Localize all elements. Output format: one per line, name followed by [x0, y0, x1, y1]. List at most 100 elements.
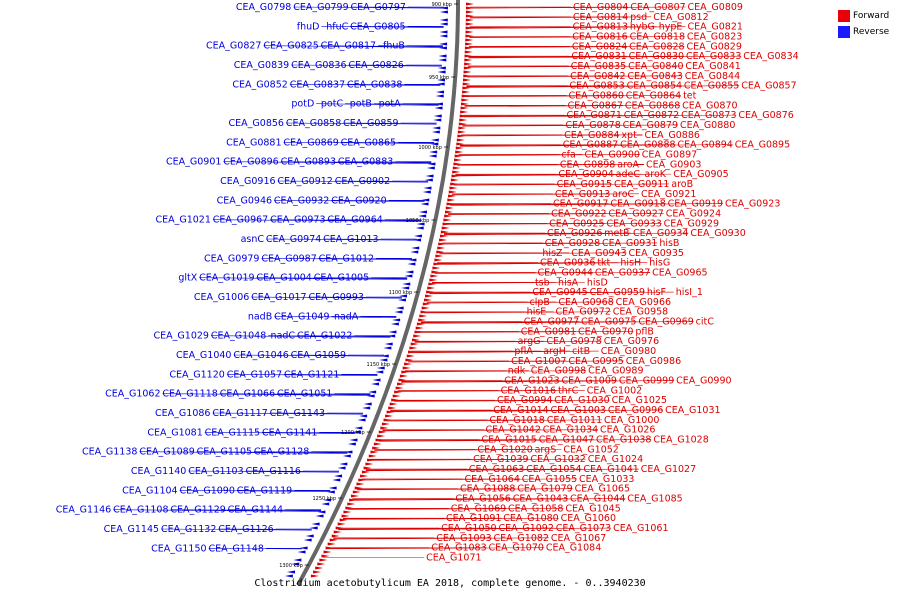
forward-gene-glyph: [383, 418, 392, 422]
guide-line: [408, 360, 624, 363]
forward-gene-glyph: [319, 558, 328, 562]
guide-line: [439, 252, 627, 255]
tick-label: 1200 kbp: [341, 430, 365, 436]
forward-gene-label: CEA_G1020: [477, 444, 532, 455]
guide-line: [266, 238, 417, 241]
forward-gene-glyph: [433, 262, 442, 266]
guide-line: [338, 527, 612, 531]
reverse-gene-label: CEA_G1013: [323, 234, 378, 245]
guide-line: [365, 468, 639, 472]
guide-line: [414, 340, 545, 343]
forward-gene-glyph: [460, 106, 469, 110]
guide-line: [318, 258, 413, 260]
reverse-gene-glyph: [354, 426, 363, 430]
guide-line: [453, 183, 612, 185]
reverse-gene-glyph: [368, 390, 377, 394]
guide-line: [437, 262, 619, 265]
forward-gene-label: aroK: [644, 169, 666, 180]
reverse-gene-label: CEA_G1148: [208, 543, 263, 554]
guide-line: [378, 439, 595, 442]
forward-gene-glyph: [465, 30, 474, 34]
guide-line: [313, 277, 408, 279]
forward-gene-label: thrC: [558, 385, 579, 396]
reverse-gene-label: CEA_G1103: [188, 466, 243, 477]
reverse-gene-glyph: [433, 114, 442, 118]
reverse-gene-label: CEA_G0827: [206, 41, 261, 52]
reverse-gene-label: CEA_G1012: [319, 253, 374, 264]
guide-line: [390, 409, 664, 413]
guide-line: [254, 451, 348, 453]
guide-line: [423, 311, 554, 313]
forward-gene-glyph: [465, 18, 474, 22]
guide-line: [378, 439, 652, 442]
guide-line: [256, 277, 408, 280]
reverse-gene-label: CEA_G0979: [204, 253, 259, 264]
reverse-gene-glyph: [315, 514, 324, 518]
reverse-gene-glyph: [430, 138, 439, 142]
forward-gene-glyph: [395, 386, 404, 390]
reverse-gene-label: CEA_G1040: [176, 350, 231, 361]
guide-line: [426, 301, 614, 304]
forward-gene-glyph: [463, 70, 472, 74]
forward-gene-label: CEA_G0830: [629, 51, 684, 62]
reverse-gene-label: CEA_G0932: [274, 195, 329, 206]
guide-line: [361, 478, 578, 481]
guide-line: [404, 370, 587, 373]
forward-gene-label: CEA_G0807: [630, 2, 685, 13]
forward-gene-label: CEA_G0812: [653, 12, 708, 23]
guide-line: [331, 316, 397, 318]
forward-gene-glyph: [440, 230, 449, 234]
forward-gene-label: CEA_G0978: [546, 336, 601, 347]
forward-gene-label: CEA_G0886: [645, 130, 700, 141]
guide-line: [466, 85, 625, 87]
guide-line: [269, 412, 364, 414]
forward-gene-label: argG: [518, 336, 541, 347]
reverse-gene-glyph: [287, 570, 296, 574]
forward-gene-label: CEA_G0923: [725, 199, 780, 210]
guide-line: [352, 498, 569, 501]
reverse-gene-glyph: [297, 550, 306, 554]
guide-line: [466, 85, 740, 88]
reverse-gene-label: hfuC: [326, 21, 348, 32]
reverse-gene-label: CEA_G1019: [199, 273, 254, 284]
guide-line: [274, 316, 397, 318]
guide-line: [370, 458, 529, 461]
guide-line: [361, 478, 520, 480]
forward-gene-glyph: [465, 14, 474, 18]
forward-gene-label: CEA_G0990: [676, 376, 731, 387]
forward-gene-label: CEA_G1015: [481, 435, 536, 446]
guide-line: [463, 114, 622, 117]
forward-gene-label: argS: [535, 444, 557, 455]
forward-gene-glyph: [465, 26, 474, 30]
tick-label: 1150 kbp: [366, 362, 390, 368]
reverse-gene-label: CEA_G1062: [105, 389, 160, 400]
forward-gene-glyph: [345, 506, 354, 510]
reverse-gene-glyph: [415, 226, 424, 230]
forward-gene-label: CEA_G0828: [629, 41, 684, 52]
forward-gene-glyph: [453, 162, 462, 166]
reverse-gene-label: CEA_G0852: [232, 79, 287, 90]
guide-line: [450, 203, 666, 206]
guide-line: [268, 335, 391, 338]
reverse-gene-glyph: [299, 546, 308, 550]
tick-label: 1000 kbp: [418, 145, 442, 151]
guide-line: [423, 311, 611, 314]
reverse-gene-label: CEA_G0916: [220, 176, 275, 187]
forward-gene-label: CEA_G1039: [473, 454, 528, 465]
forward-gene-glyph: [426, 290, 435, 294]
reverse-gene-label: fhuB: [383, 41, 405, 52]
forward-gene-label: CEA_G0931: [602, 238, 657, 249]
guide-line: [350, 26, 444, 28]
forward-gene-label: CEA_G1083: [431, 543, 486, 554]
guide-line: [277, 180, 429, 183]
forward-gene-label: CEA_G0925: [549, 218, 604, 229]
forward-gene-glyph: [363, 466, 372, 470]
forward-gene-label: hisA: [558, 277, 579, 288]
forward-gene-glyph: [439, 234, 448, 238]
guide-line: [333, 537, 549, 540]
reverse-gene-glyph: [376, 366, 385, 370]
reverse-gene-glyph: [404, 274, 413, 278]
reverse-gene-glyph: [328, 486, 337, 490]
forward-gene-label: CEA_G0918: [610, 199, 665, 210]
reverse-gene-glyph: [418, 214, 427, 218]
